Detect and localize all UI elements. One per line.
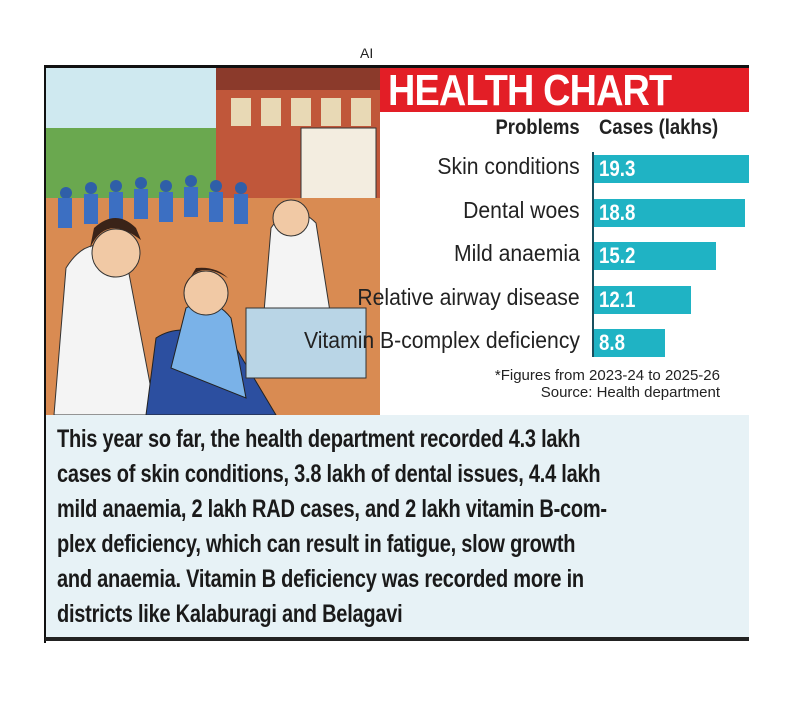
summary-line: plex deficiency, which can result in fat… <box>57 530 576 558</box>
bar: 15.2 <box>594 242 717 270</box>
problems-column-header: Problems <box>495 116 580 139</box>
bar: 18.8 <box>594 198 745 227</box>
bar-value-label: 12.1 <box>599 286 636 312</box>
title-banner: HEALTH CHART <box>380 66 749 115</box>
bar-value-label: 15.2 <box>599 243 636 268</box>
summary-line: mild anaemia, 2 lakh RAD cases, and 2 la… <box>57 495 607 523</box>
school-health-checkup-illustration <box>46 68 380 415</box>
chart-title: HEALTH CHART <box>388 66 672 115</box>
cases-column-header: Cases (lakhs) <box>599 116 719 139</box>
category-label: Relative airway disease <box>357 283 580 310</box>
summary-line: districts like Kalaburagi and Belagavi <box>57 600 403 628</box>
source-note: Source: Health department <box>540 384 720 401</box>
ai-tag: AI <box>360 45 374 61</box>
top-rule <box>45 65 749 68</box>
bar: 8.8 <box>594 329 665 357</box>
bar: 12.1 <box>594 285 692 314</box>
summary-line: cases of skin conditions, 3.8 lakh of de… <box>57 460 601 488</box>
bar-value-label: 19.3 <box>599 156 636 181</box>
left-rule <box>44 65 46 643</box>
summary-line: and anaemia. Vitamin B deficiency was re… <box>57 565 584 593</box>
category-label: Vitamin B-complex deficiency <box>304 327 580 353</box>
bar-axis <box>592 152 594 357</box>
bar: 19.3 <box>594 155 749 183</box>
bar-value-label: 18.8 <box>599 199 636 225</box>
summary-line: This year so far, the health department … <box>57 425 581 453</box>
category-label: Skin conditions <box>437 153 580 179</box>
category-label: Mild anaemia <box>454 240 580 266</box>
bottom-rule <box>45 637 749 641</box>
summary-box: This year so far, the health department … <box>46 415 749 638</box>
category-label: Dental woes <box>463 196 580 223</box>
bar-value-label: 8.8 <box>599 330 626 355</box>
footnote: *Figures from 2023-24 to 2025-26 <box>494 367 720 384</box>
